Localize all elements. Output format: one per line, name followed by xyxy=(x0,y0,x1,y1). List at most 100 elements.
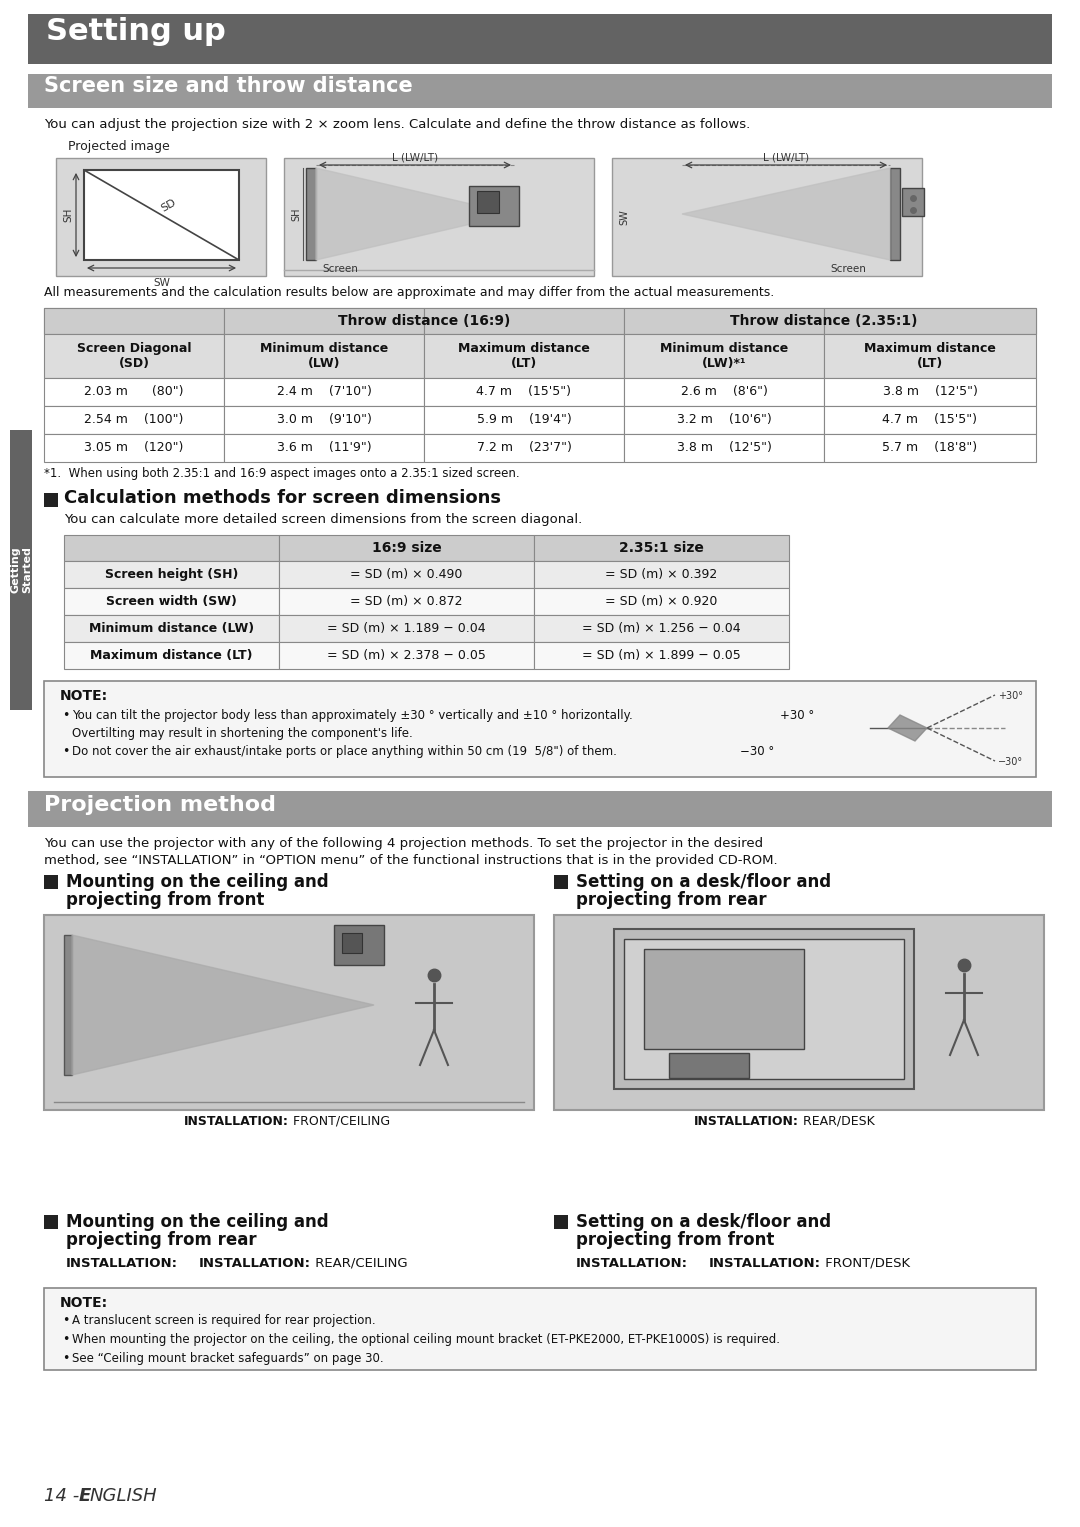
Text: Maximum distance
(LT): Maximum distance (LT) xyxy=(458,342,590,370)
Text: SW: SW xyxy=(619,209,629,224)
Bar xyxy=(534,560,789,588)
Text: INSTALLATION:: INSTALLATION: xyxy=(708,1257,821,1270)
Bar xyxy=(477,191,499,212)
Bar xyxy=(44,308,224,334)
Text: Screen size and throw distance: Screen size and throw distance xyxy=(44,76,413,96)
Bar xyxy=(624,406,824,434)
Bar xyxy=(224,308,424,334)
Bar xyxy=(534,588,789,615)
Text: = SD (m) × 0.872: = SD (m) × 0.872 xyxy=(350,596,462,608)
Text: Mounting on the ceiling and: Mounting on the ceiling and xyxy=(66,1212,328,1231)
Bar xyxy=(44,406,224,434)
Text: 5.9 m    (19'4"): 5.9 m (19'4") xyxy=(476,414,571,426)
Bar xyxy=(824,308,1036,334)
Bar xyxy=(44,1215,58,1229)
Text: INSTALLATION:: INSTALLATION: xyxy=(199,1257,311,1270)
Text: You can adjust the projection size with 2 × zoom lens. Calculate and define the : You can adjust the projection size with … xyxy=(44,118,751,131)
Text: When mounting the projector on the ceiling, the optional ceiling mount bracket (: When mounting the projector on the ceili… xyxy=(72,1333,780,1345)
Text: = SD (m) × 0.392: = SD (m) × 0.392 xyxy=(606,568,717,580)
Text: E: E xyxy=(79,1487,91,1506)
Text: Setting on a desk/floor and: Setting on a desk/floor and xyxy=(576,873,832,890)
Bar xyxy=(64,588,279,615)
Text: INSTALLATION:: INSTALLATION: xyxy=(694,1115,799,1128)
Text: All measurements and the calculation results below are approximate and may diffe: All measurements and the calculation res… xyxy=(44,286,774,299)
Text: NOTE:: NOTE: xyxy=(60,1296,108,1310)
Text: projecting from front: projecting from front xyxy=(66,890,265,909)
Polygon shape xyxy=(681,168,890,260)
Text: FRONT/CEILING: FRONT/CEILING xyxy=(289,1115,390,1128)
Bar xyxy=(44,915,534,1110)
Bar xyxy=(64,560,279,588)
Text: •: • xyxy=(62,709,69,722)
Text: •: • xyxy=(62,745,69,757)
Text: 2.03 m      (80"): 2.03 m (80") xyxy=(84,385,184,399)
Text: Calculation methods for screen dimensions: Calculation methods for screen dimension… xyxy=(64,489,501,507)
Text: Maximum distance (LT): Maximum distance (LT) xyxy=(91,649,253,663)
Text: = SD (m) × 1.899 − 0.05: = SD (m) × 1.899 − 0.05 xyxy=(582,649,741,663)
Bar xyxy=(554,1215,568,1229)
Text: SW: SW xyxy=(153,278,170,289)
Text: 3.0 m    (9'10"): 3.0 m (9'10") xyxy=(276,414,372,426)
Bar xyxy=(334,925,384,965)
Bar xyxy=(554,875,568,889)
Bar xyxy=(224,379,424,406)
Text: *1.  When using both 2.35:1 and 16:9 aspect images onto a 2.35:1 sized screen.: *1. When using both 2.35:1 and 16:9 aspe… xyxy=(44,467,519,479)
Bar xyxy=(624,379,824,406)
Bar xyxy=(624,334,824,379)
Bar xyxy=(44,434,224,463)
Bar xyxy=(224,406,424,434)
Text: •: • xyxy=(62,1315,69,1327)
Bar xyxy=(224,334,424,379)
Bar xyxy=(824,379,1036,406)
Bar xyxy=(44,493,58,507)
Text: 3.2 m    (10'6"): 3.2 m (10'6") xyxy=(677,414,771,426)
Bar xyxy=(424,406,624,434)
Text: −30°: −30° xyxy=(998,757,1023,767)
Bar xyxy=(624,939,904,1080)
Bar xyxy=(824,406,1036,434)
Bar xyxy=(64,534,279,560)
Text: Screen width (SW): Screen width (SW) xyxy=(106,596,237,608)
Text: 3.6 m    (11'9"): 3.6 m (11'9") xyxy=(276,441,372,455)
Text: Throw distance (2.35:1): Throw distance (2.35:1) xyxy=(730,315,918,328)
Bar xyxy=(902,188,924,215)
Bar xyxy=(306,168,316,260)
Bar xyxy=(279,588,534,615)
Text: +30°: +30° xyxy=(998,692,1023,701)
Bar xyxy=(84,169,239,260)
Text: Maximum distance
(LT): Maximum distance (LT) xyxy=(864,342,996,370)
Text: 3.05 m    (120"): 3.05 m (120") xyxy=(84,441,184,455)
Text: Minimum distance
(LW)*¹: Minimum distance (LW)*¹ xyxy=(660,342,788,370)
Text: projecting from rear: projecting from rear xyxy=(66,1231,257,1249)
Bar xyxy=(279,534,534,560)
Text: •: • xyxy=(62,1351,69,1365)
Bar xyxy=(424,308,624,334)
Text: 3.8 m    (12'5"): 3.8 m (12'5") xyxy=(882,385,977,399)
Text: = SD (m) × 1.256 − 0.04: = SD (m) × 1.256 − 0.04 xyxy=(582,621,741,635)
Text: REAR/CEILING: REAR/CEILING xyxy=(311,1257,407,1270)
Text: Getting
Started: Getting Started xyxy=(10,547,31,594)
Text: Screen height (SH): Screen height (SH) xyxy=(105,568,239,580)
Text: 5.7 m    (18'8"): 5.7 m (18'8") xyxy=(882,441,977,455)
Text: Minimum distance (LW): Minimum distance (LW) xyxy=(89,621,254,635)
Text: Setting up: Setting up xyxy=(46,17,226,46)
Bar xyxy=(469,186,519,226)
Bar xyxy=(669,1054,750,1078)
Polygon shape xyxy=(316,168,514,260)
Text: 16:9 size: 16:9 size xyxy=(372,541,442,554)
Text: FRONT/DESK: FRONT/DESK xyxy=(821,1257,910,1270)
Text: 4.7 m    (15'5"): 4.7 m (15'5") xyxy=(882,414,977,426)
Text: Projected image: Projected image xyxy=(56,140,170,153)
Text: 2.4 m    (7'10"): 2.4 m (7'10") xyxy=(276,385,372,399)
Bar xyxy=(279,641,534,669)
Polygon shape xyxy=(888,715,927,741)
Text: 2.6 m    (8'6"): 2.6 m (8'6") xyxy=(680,385,768,399)
Bar xyxy=(64,641,279,669)
Polygon shape xyxy=(72,935,374,1075)
Bar xyxy=(64,615,279,641)
Bar xyxy=(44,308,1036,334)
Bar xyxy=(44,1287,1036,1370)
Bar xyxy=(44,875,58,889)
Text: You can calculate more detailed screen dimensions from the screen diagonal.: You can calculate more detailed screen d… xyxy=(64,513,582,525)
Text: Mounting on the ceiling and: Mounting on the ceiling and xyxy=(66,873,328,890)
